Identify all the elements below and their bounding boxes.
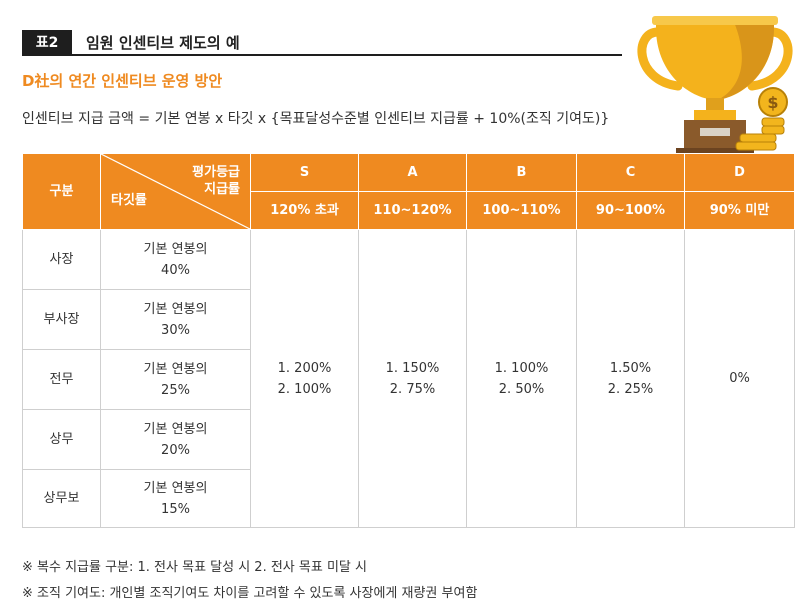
range-c: 90~100% bbox=[576, 191, 685, 230]
table-number-badge: 표2 bbox=[22, 30, 72, 54]
role-cell: 사장 bbox=[22, 229, 101, 290]
caption-underline bbox=[22, 54, 622, 56]
rate-b: 1. 100% 2. 50% bbox=[466, 229, 577, 528]
header-category: 구분 bbox=[22, 153, 101, 230]
header-grade-rate-label: 평가등급 지급률 bbox=[192, 165, 240, 197]
incentive-table: 구분 평가등급 지급률 타깃률 S A B C D 120% 초과 110~12… bbox=[22, 153, 795, 528]
target-cell: 기본 연봉의 20% bbox=[100, 409, 251, 470]
role-cell: 전무 bbox=[22, 349, 101, 410]
role-cell: 상무 bbox=[22, 409, 101, 470]
range-d: 90% 미만 bbox=[684, 191, 795, 230]
role-cell: 상무보 bbox=[22, 469, 101, 528]
footnote-org-contribution: ※ 조직 기여도: 개인별 조직기여도 차이를 고려할 수 있도록 사장에게 재… bbox=[22, 586, 478, 601]
target-cell: 기본 연봉의 30% bbox=[100, 289, 251, 350]
rate-s: 1. 200% 2. 100% bbox=[250, 229, 359, 528]
range-s: 120% 초과 bbox=[250, 191, 359, 230]
grade-c: C bbox=[576, 153, 685, 192]
target-cell: 기본 연봉의 25% bbox=[100, 349, 251, 410]
table-row: 부사장 기본 연봉의 30% bbox=[22, 289, 795, 350]
table-row: 상무 기본 연봉의 20% bbox=[22, 409, 795, 470]
table-caption: 표2 임원 인센티브 제도의 예 bbox=[22, 30, 622, 56]
header-target-label: 타깃률 bbox=[111, 193, 147, 208]
rate-c: 1.50% 2. 25% bbox=[576, 229, 685, 528]
range-b: 100~110% bbox=[466, 191, 577, 230]
table-row: 사장 기본 연봉의 40% 1. 200% 2. 100% 1. 150% 2. 75… bbox=[22, 229, 795, 528]
target-cell: 기본 연봉의 40% bbox=[100, 229, 251, 290]
grade-s: S bbox=[250, 153, 359, 192]
header-diagonal-cell: 평가등급 지급률 타깃률 bbox=[100, 153, 251, 230]
trophy-icon: $ bbox=[637, 16, 793, 154]
grade-d: D bbox=[684, 153, 795, 192]
grade-b: B bbox=[466, 153, 577, 192]
range-a: 110~120% bbox=[358, 191, 467, 230]
table-title: 임원 인센티브 제도의 예 bbox=[86, 34, 240, 52]
table-row: 전무 기본 연봉의 25% bbox=[22, 349, 795, 410]
section-subtitle: D社의 연간 인센티브 운영 방안 bbox=[22, 72, 223, 90]
target-cell: 기본 연봉의 15% bbox=[100, 469, 251, 528]
incentive-formula: 인센티브 지급 금액 = 기본 연봉 x 타깃 x {목표달성수준별 인센티브 … bbox=[22, 111, 610, 127]
footnote-multiple-rates: ※ 복수 지급률 구분: 1. 전사 목표 달성 시 2. 전사 목표 미달 시 bbox=[22, 560, 367, 575]
coin-symbol: $ bbox=[767, 93, 778, 112]
table-row: 상무보 기본 연봉의 15% bbox=[22, 469, 795, 528]
rate-d: 0% bbox=[684, 229, 795, 528]
role-cell: 부사장 bbox=[22, 289, 101, 350]
grade-a: A bbox=[358, 153, 467, 192]
rate-a: 1. 150% 2. 75% bbox=[358, 229, 467, 528]
